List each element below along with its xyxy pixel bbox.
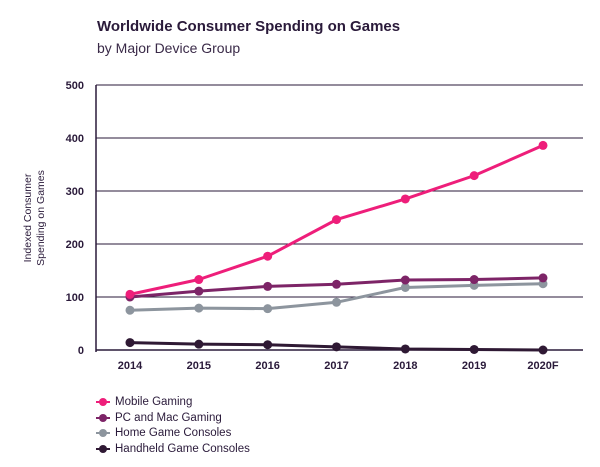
chart-title: Worldwide Consumer Spending on Games: [97, 18, 401, 35]
data-point: [194, 286, 204, 296]
legend-label-handheld: Handheld Game Consoles: [115, 443, 250, 456]
y-axis-label-line-1: Indexed Consumer: [22, 173, 34, 262]
x-tick-label: 2017: [324, 360, 348, 372]
data-point: [263, 251, 273, 261]
data-point: [194, 275, 204, 285]
data-point: [538, 345, 548, 355]
legend-label-mobile: Mobile Gaming: [115, 395, 193, 408]
y-axis-label-line-2: Spending on Games: [35, 170, 47, 266]
data-point: [469, 344, 479, 354]
data-point: [400, 194, 410, 204]
x-tick-label: 2014: [118, 360, 143, 372]
y-tick-label: 100: [66, 292, 84, 304]
data-point: [538, 140, 548, 150]
x-tick-label: 2018: [393, 360, 417, 372]
data-point: [400, 344, 410, 354]
data-point: [400, 282, 410, 292]
data-point: [400, 275, 410, 285]
data-point: [125, 338, 135, 348]
legend-label-home-console: Home Game Consoles: [115, 427, 232, 440]
series-mobile-gaming: [125, 140, 548, 299]
legend: Mobile Gaming PC and Mac Gaming Home Gam…: [96, 394, 250, 457]
data-point: [538, 273, 548, 283]
legend-swatch-handheld: [96, 444, 110, 454]
legend-item-mobile: Mobile Gaming: [96, 394, 250, 410]
legend-swatch-pc: [96, 413, 110, 423]
x-tick-label: 2015: [187, 360, 211, 372]
x-tick-label: 2019: [462, 360, 486, 372]
legend-item-home-console: Home Game Consoles: [96, 426, 250, 442]
data-point: [332, 279, 341, 289]
data-point: [194, 303, 204, 313]
data-point: [469, 275, 479, 285]
data-point: [125, 289, 135, 299]
x-axis-ticks: 2014 2015 2016 2017 2018 2019 2020F: [118, 360, 559, 372]
data-point: [332, 215, 341, 225]
data-point: [332, 297, 341, 307]
y-tick-label: 200: [66, 239, 84, 251]
legend-label-pc: PC and Mac Gaming: [115, 411, 222, 424]
legend-item-pc: PC and Mac Gaming: [96, 410, 250, 426]
x-tick-label: 2016: [255, 360, 279, 372]
series-group: [125, 140, 548, 355]
data-point: [263, 304, 273, 314]
y-tick-label: 400: [66, 133, 84, 145]
y-tick-label: 300: [66, 186, 84, 198]
y-axis-ticks: 0 100 200 300 400 500: [66, 80, 84, 357]
legend-item-handheld: Handheld Game Consoles: [96, 441, 250, 457]
y-tick-label: 0: [78, 345, 84, 357]
series-handheld-game-consoles: [125, 338, 548, 355]
data-point: [125, 305, 135, 315]
data-point: [332, 342, 341, 352]
legend-swatch-home-console: [96, 428, 110, 438]
y-tick-label: 500: [66, 80, 84, 92]
data-point: [263, 281, 273, 291]
x-tick-label: 2020F: [527, 360, 558, 372]
data-point: [469, 171, 479, 181]
data-point: [194, 339, 204, 349]
legend-swatch-mobile: [96, 397, 110, 407]
data-point: [263, 340, 273, 350]
chart-subtitle: by Major Device Group: [97, 40, 241, 56]
series-pc-and-mac-gaming: [125, 273, 548, 302]
